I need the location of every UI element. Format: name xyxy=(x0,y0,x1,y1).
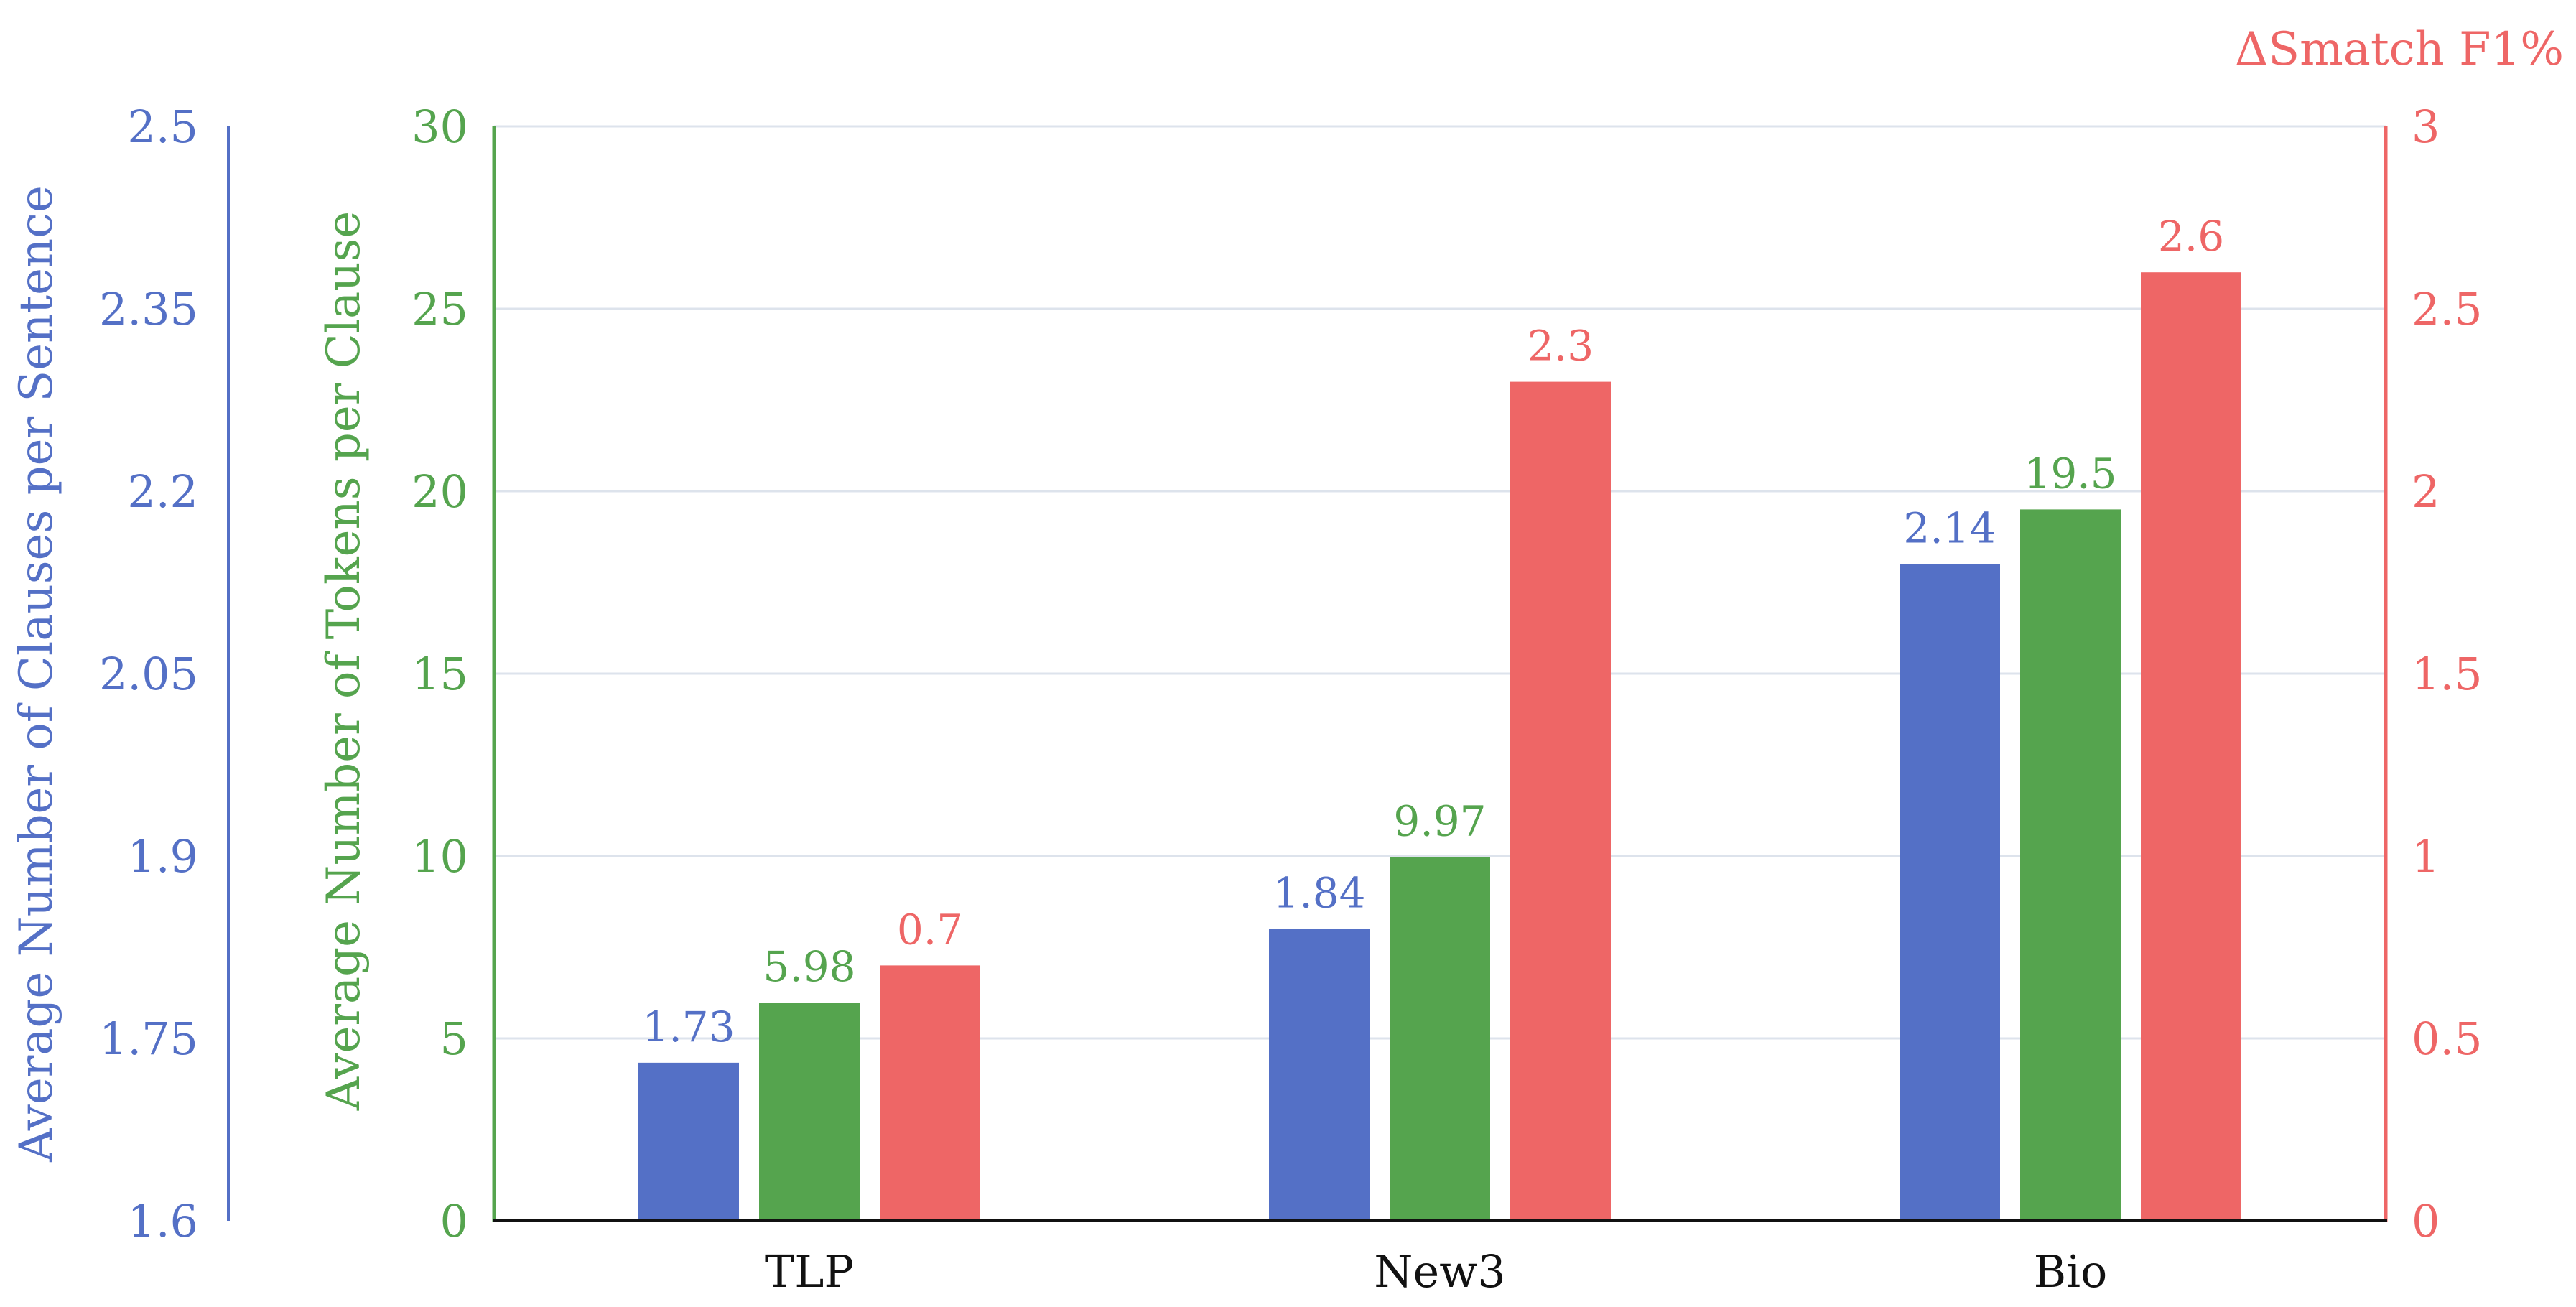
bar xyxy=(880,965,980,1221)
inner-left-tick-label: 30 xyxy=(411,101,468,153)
inner-left-tick-label: 20 xyxy=(411,465,468,518)
inner-left-tick-label: 10 xyxy=(411,830,468,883)
inner-left-axis-ticks: 0 5 10 15 20 25 30 xyxy=(411,101,468,1247)
outer-left-axis-title: Average Number of Clauses per Sentence xyxy=(10,185,63,1163)
inner-left-tick-label: 15 xyxy=(411,648,468,700)
outer-left-axis-ticks: 1.6 1.75 1.9 2.05 2.2 2.35 2.5 xyxy=(99,101,198,1247)
bars xyxy=(638,272,2241,1222)
x-category-label: TLP xyxy=(765,1245,854,1298)
x-category-label: New3 xyxy=(1374,1245,1505,1298)
bar xyxy=(759,1003,860,1221)
bar-value-label: 2.3 xyxy=(1528,322,1594,371)
right-tick-label: 1.5 xyxy=(2412,648,2483,700)
bar-value-label: 19.5 xyxy=(2024,449,2116,498)
x-category-label: Bio xyxy=(2034,1245,2108,1298)
outer-left-tick-label: 2.5 xyxy=(127,101,198,153)
inner-left-tick-label: 0 xyxy=(440,1195,468,1247)
right-tick-label: 2 xyxy=(2412,465,2440,518)
bar xyxy=(1510,381,1611,1221)
outer-left-tick-label: 1.75 xyxy=(99,1013,198,1065)
outer-left-tick-label: 2.05 xyxy=(99,648,198,700)
x-axis-categories: TLP New3 Bio xyxy=(765,1245,2107,1298)
right-tick-label: 3 xyxy=(2412,101,2440,153)
outer-left-tick-label: 2.2 xyxy=(127,465,198,518)
right-tick-label: 0.5 xyxy=(2412,1013,2483,1065)
right-axis-ticks: 0 0.5 1 1.5 2 2.5 3 xyxy=(2412,101,2483,1247)
right-tick-label: 0 xyxy=(2412,1195,2440,1247)
bar xyxy=(1900,564,2000,1221)
right-tick-label: 1 xyxy=(2412,830,2440,883)
inner-left-tick-label: 25 xyxy=(411,283,468,335)
bar-value-label: 2.14 xyxy=(1903,504,1996,553)
inner-left-tick-label: 5 xyxy=(440,1013,468,1065)
right-axis-title: ΔSmatch F1% xyxy=(2235,23,2564,76)
bar-value-label: 2.6 xyxy=(2158,212,2224,261)
bar-value-label: 1.73 xyxy=(642,1003,735,1051)
bar-value-label: 1.84 xyxy=(1273,869,1365,918)
bar xyxy=(2020,509,2121,1221)
right-tick-label: 2.5 xyxy=(2412,283,2483,335)
bar xyxy=(638,1062,739,1221)
bar-value-label: 9.97 xyxy=(1393,797,1486,846)
outer-left-tick-label: 1.9 xyxy=(127,830,198,883)
outer-left-tick-label: 1.6 xyxy=(127,1195,198,1247)
bar xyxy=(2141,272,2241,1222)
outer-left-tick-label: 2.35 xyxy=(99,283,198,335)
bar-value-label: 5.98 xyxy=(763,942,855,991)
bar-value-labels: 1.73 5.98 0.7 1.84 9.97 2.3 2.14 19.5 2.6 xyxy=(642,212,2224,1051)
bar-value-label: 0.7 xyxy=(897,905,963,954)
bar xyxy=(1390,857,1490,1221)
inner-left-axis-title: Average Number of Tokens per Clause xyxy=(317,211,371,1111)
bar xyxy=(1269,929,1370,1221)
